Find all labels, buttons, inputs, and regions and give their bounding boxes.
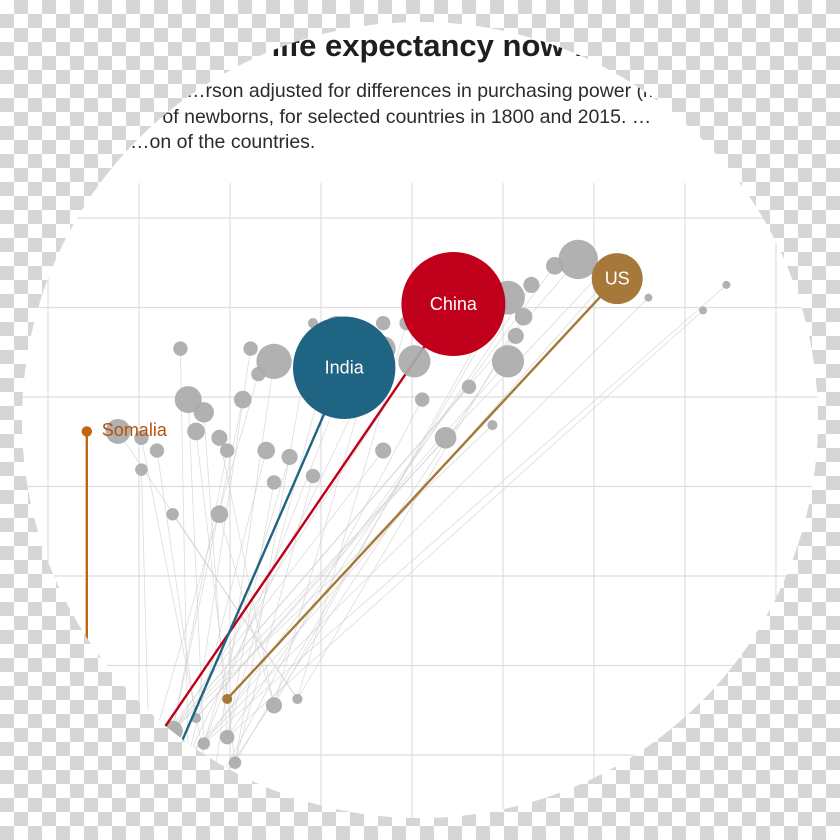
chart-title: … life expectancy now … — [232, 28, 604, 63]
background-trajectory — [226, 482, 275, 738]
us-trajectory — [226, 277, 619, 700]
background-trajectory — [187, 450, 267, 757]
us-start-point — [222, 693, 233, 704]
background-trajectory — [148, 373, 259, 757]
background-trajectory — [195, 348, 251, 719]
chart-subtitle-line-1: …rson adjusted for differences in purcha… — [186, 80, 667, 102]
bubble-1800 — [203, 786, 220, 803]
bubble-1800 — [141, 748, 158, 765]
bubble-2015 — [398, 345, 431, 378]
bubble-2015 — [415, 392, 430, 407]
bubble-2015 — [461, 379, 477, 395]
background-trajectory — [187, 297, 649, 757]
bubble-1800 — [181, 749, 196, 764]
bubble-2015 — [644, 293, 653, 302]
background-trajectory — [211, 399, 423, 795]
highlight-bubbles: China India US Somalia — [81, 252, 643, 440]
bubble-2015 — [134, 430, 149, 445]
bubble-2015 — [487, 419, 498, 431]
background-trajectory — [141, 469, 150, 757]
background-trajectory — [219, 437, 275, 706]
background-trajectory — [187, 259, 626, 757]
bubble-2015 — [149, 443, 165, 458]
background-trajectory — [203, 456, 290, 744]
us-label: US — [605, 268, 630, 288]
background-trajectory — [226, 284, 532, 738]
background-trajectory — [226, 310, 704, 738]
bubble-2015 — [545, 256, 564, 275]
chart-subtitle-line-3: …on of the countries. — [130, 131, 315, 153]
bubble-2015 — [105, 418, 131, 444]
background-trajectory — [273, 329, 485, 706]
background-trajectory — [234, 475, 314, 763]
background-trajectory — [172, 424, 493, 732]
bubble-2015 — [210, 505, 229, 524]
somalia-bubble — [81, 426, 93, 437]
bubble-1800 — [228, 756, 242, 769]
background-trajectory — [172, 271, 602, 732]
somalia-label: Somalia — [102, 420, 168, 440]
bubble-2015 — [193, 402, 214, 423]
india-trajectory — [171, 367, 346, 764]
china-start-point — [144, 744, 155, 755]
bubble-1800 — [220, 729, 235, 745]
bubble-2015 — [375, 442, 392, 459]
bubble-2015 — [211, 429, 228, 446]
bubble-2015 — [243, 341, 258, 356]
chart-subtitle-line-2: …cy of newborns, for selected countries … — [118, 106, 651, 128]
background-trajectory — [141, 437, 212, 795]
bubble-2015 — [722, 280, 731, 289]
background-trajectory — [156, 450, 197, 719]
bubble-2015 — [173, 341, 188, 356]
background-trajectory — [187, 399, 205, 744]
india-label: India — [325, 357, 365, 377]
background-trajectory — [234, 297, 509, 763]
china-trajectory — [148, 303, 455, 751]
china-label: China — [430, 294, 478, 314]
bubble-2015 — [251, 366, 266, 382]
background-trajectory — [195, 431, 236, 763]
bubble-2015 — [507, 327, 524, 344]
bubble-2015 — [376, 315, 391, 331]
background-trajectory — [203, 412, 228, 738]
china-bubble — [401, 252, 506, 357]
somalia-start-point — [81, 655, 92, 666]
bubble-2015 — [233, 390, 252, 409]
bubble-2015 — [491, 345, 525, 378]
bubble-2015 — [174, 386, 202, 414]
bubble-2015 — [699, 306, 707, 315]
bubble-2015 — [256, 343, 292, 379]
bubble-2015 — [187, 422, 205, 441]
background-trajectory — [148, 450, 384, 757]
bubble-1800 — [162, 720, 183, 742]
chart-disc — [22, 22, 818, 818]
bubble-2015 — [166, 508, 179, 521]
bubble-2015 — [434, 427, 457, 449]
bubble-2015 — [523, 276, 540, 293]
bubble-2015 — [257, 441, 276, 460]
background-trajectory — [211, 335, 517, 795]
bubble-2015 — [220, 443, 235, 458]
bubble-2015 — [135, 463, 148, 476]
background-trajectory — [195, 437, 446, 719]
bubble-2015 — [281, 448, 298, 465]
background-trajectory — [172, 450, 228, 731]
bubble-2015 — [305, 468, 321, 484]
bubble-2015 — [514, 307, 533, 326]
bubble-1800 — [197, 737, 211, 750]
background-trajectory — [234, 323, 314, 763]
bubble-2015 — [558, 239, 598, 280]
bubble-2015 — [266, 475, 282, 490]
background-trajectory — [180, 348, 189, 757]
bubble-1800 — [265, 697, 283, 714]
india-start-point — [167, 757, 178, 768]
background-trajectory — [219, 514, 275, 706]
india-bubble — [292, 316, 396, 419]
bubble-1800 — [292, 693, 303, 705]
background-trajectory — [203, 284, 727, 744]
us-bubble — [591, 253, 643, 305]
